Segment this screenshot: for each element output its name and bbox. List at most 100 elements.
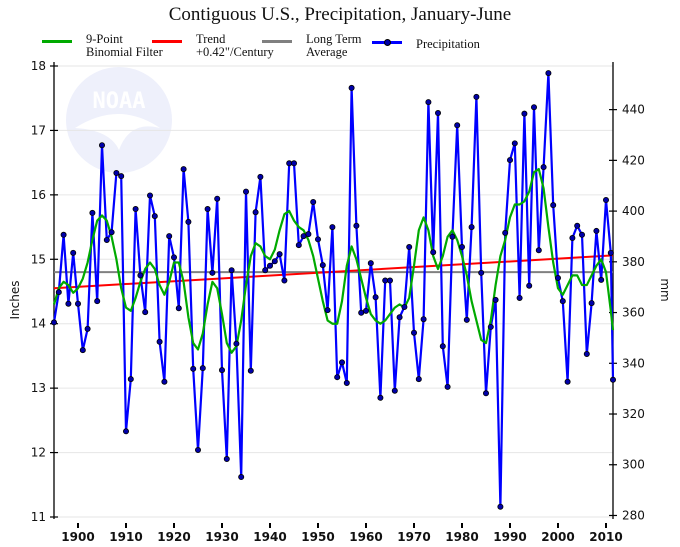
precipitation-point xyxy=(535,247,542,254)
y-tick-label: 13 xyxy=(31,381,46,395)
precipitation-point xyxy=(266,262,273,269)
precipitation-point xyxy=(89,209,96,216)
precipitation-point xyxy=(262,267,269,274)
precipitation-point xyxy=(540,164,547,171)
precipitation-point xyxy=(252,209,259,216)
precipitation-point xyxy=(473,93,480,100)
precipitation-point xyxy=(103,236,110,243)
precipitation-point xyxy=(218,367,225,374)
precipitation-point xyxy=(334,374,341,381)
legend-swatch-red xyxy=(152,40,182,43)
y-tick-label: 15 xyxy=(31,252,46,266)
precipitation-point xyxy=(492,296,499,303)
precipitation-point xyxy=(70,249,77,256)
precipitation-point xyxy=(199,365,206,372)
legend-label: Precipitation xyxy=(416,37,480,51)
precipitation-point xyxy=(569,235,576,242)
legend-marker-dot xyxy=(384,39,391,46)
legend-label: Binomial Filter xyxy=(86,45,163,59)
y-tick-label-right: 440 xyxy=(622,103,645,117)
legend-label: Long Term xyxy=(306,32,362,46)
precipitation-point xyxy=(372,294,379,301)
precipitation-point xyxy=(194,446,201,453)
precipitation-point xyxy=(401,303,408,310)
precipitation-point xyxy=(166,233,173,240)
x-tick-label: 1960 xyxy=(349,530,382,544)
legend-label: +0.42"/Century xyxy=(196,45,274,59)
precipitation-point xyxy=(170,254,177,261)
precipitation-point xyxy=(463,316,470,323)
x-tick-label: 1940 xyxy=(253,530,286,544)
x-tick-label: 1930 xyxy=(205,530,238,544)
precipitation-point xyxy=(338,359,345,366)
legend-label: Trend xyxy=(196,32,226,46)
series-group xyxy=(51,70,617,510)
legend-swatch-green xyxy=(42,40,72,43)
precipitation-point xyxy=(610,376,617,383)
precipitation-point xyxy=(482,390,489,397)
noaa-watermark-logo: NOAA xyxy=(66,67,172,173)
precipitation-point xyxy=(458,244,465,251)
precipitation-point xyxy=(439,343,446,350)
precipitation-point xyxy=(521,110,528,117)
precipitation-point xyxy=(84,325,91,332)
precipitation-point xyxy=(310,198,317,205)
precipitation-point xyxy=(324,307,331,314)
precipitation-point xyxy=(579,231,586,238)
precipitation-point xyxy=(348,84,355,91)
precipitation-point xyxy=(228,267,235,274)
precipitation-point xyxy=(516,294,523,301)
precipitation-point xyxy=(204,206,211,213)
y-tick-label: 11 xyxy=(31,510,46,524)
precipitation-point xyxy=(506,157,513,164)
precipitation-point xyxy=(132,206,139,213)
precipitation-point xyxy=(593,227,600,234)
precipitation-point xyxy=(353,222,360,229)
precipitation-line xyxy=(52,71,615,508)
precipitation-point xyxy=(214,195,221,202)
watermark-text: NOAA xyxy=(93,89,146,114)
precipitation-point xyxy=(271,258,278,265)
precipitation-point xyxy=(79,347,86,354)
precipitation-point xyxy=(430,249,437,256)
precipitation-point xyxy=(454,122,461,129)
y-axis-label-right: mm xyxy=(658,278,672,301)
x-tick-label: 1950 xyxy=(301,530,334,544)
precipitation-point xyxy=(607,249,614,256)
precipitation-point xyxy=(146,192,153,199)
precipitation-point xyxy=(468,224,475,231)
precipitation-point xyxy=(319,262,326,269)
precipitation-point xyxy=(386,277,393,284)
precipitation-point xyxy=(391,387,398,394)
y-axis-label-left: Inches xyxy=(8,281,22,320)
precipitation-point xyxy=(65,300,72,307)
precipitation-point xyxy=(555,274,562,281)
precipitation-point xyxy=(185,218,192,225)
precipitation-point xyxy=(209,269,216,276)
x-tick-label: 1900 xyxy=(61,530,94,544)
precipitation-point xyxy=(295,242,302,249)
precipitation-point xyxy=(449,233,456,240)
noaa-bird-icon xyxy=(75,114,160,150)
precipitation-point xyxy=(242,188,249,195)
y-tick-label-right: 340 xyxy=(622,356,645,370)
precipitation-point xyxy=(367,260,374,267)
precipitation-point xyxy=(314,236,321,243)
precipitation-point xyxy=(511,140,518,147)
precipitation-point xyxy=(434,110,441,117)
precipitation-point xyxy=(137,272,144,279)
x-tick-label: 1970 xyxy=(397,530,430,544)
precipitation-point xyxy=(123,428,130,435)
legend-swatch-gray xyxy=(262,40,292,43)
x-tick-label: 1990 xyxy=(493,530,526,544)
x-tick-label: 1910 xyxy=(109,530,142,544)
precipitation-point xyxy=(161,378,168,385)
y-tick-label-right: 360 xyxy=(622,306,645,320)
y-tick-label-right: 280 xyxy=(622,508,645,522)
x-tick-label: 2010 xyxy=(589,530,622,544)
x-tick-label: 1980 xyxy=(445,530,478,544)
y-tick-label-right: 420 xyxy=(622,153,645,167)
precipitation-point xyxy=(99,142,106,149)
precipitation-point xyxy=(444,383,451,390)
